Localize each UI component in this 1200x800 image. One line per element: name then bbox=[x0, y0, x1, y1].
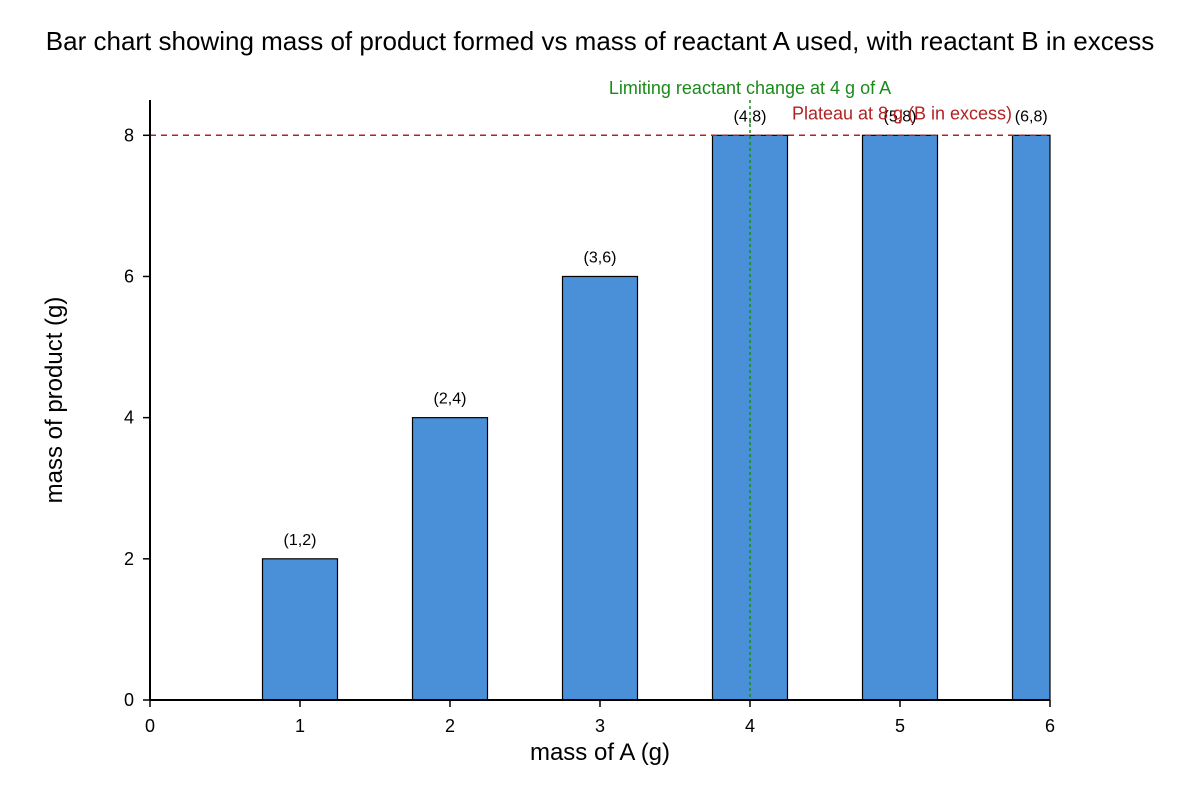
y-tick-label: 8 bbox=[124, 125, 134, 145]
data-label-1: (1,2) bbox=[284, 532, 317, 549]
bar-3 bbox=[561, 275, 639, 701]
y-tick-label: 0 bbox=[124, 690, 134, 710]
x-tick-label: 6 bbox=[1045, 716, 1055, 736]
x-tick-label: 2 bbox=[445, 716, 455, 736]
chart-title: Bar chart showing mass of product formed… bbox=[46, 26, 1154, 56]
plateau-annotation: Plateau at 8 g (B in excess) bbox=[792, 103, 1012, 123]
bar-5 bbox=[861, 134, 939, 701]
x-axis-label: mass of A (g) bbox=[530, 739, 670, 766]
data-label-6: (6,8) bbox=[1015, 108, 1048, 125]
bar-2 bbox=[411, 417, 489, 701]
x-tick-label: 0 bbox=[145, 716, 155, 736]
y-tick-label: 2 bbox=[124, 549, 134, 569]
x-tick-label: 3 bbox=[595, 716, 605, 736]
plot-area: (1,2) (2,4) (3,6) (4,8) (5,8) (6,8)Plateau at… bbox=[124, 78, 1055, 736]
y-axis-label: mass of product (g) bbox=[41, 297, 68, 504]
bar-1 bbox=[261, 558, 339, 701]
data-label-4: (4,8) bbox=[734, 108, 767, 125]
limiting-reactant-annotation: Limiting reactant change at 4 g of A bbox=[609, 78, 891, 98]
x-tick-label: 5 bbox=[895, 716, 905, 736]
y-tick-label: 6 bbox=[124, 266, 134, 286]
data-label-2: (2,4) bbox=[434, 391, 467, 408]
x-tick-label: 4 bbox=[745, 716, 755, 736]
data-label-3: (3,6) bbox=[584, 249, 617, 266]
x-tick-label: 1 bbox=[295, 716, 305, 736]
bar-6 bbox=[1011, 134, 1051, 701]
data-label-5: (5,8) bbox=[884, 108, 917, 125]
y-tick-label: 4 bbox=[124, 408, 134, 428]
